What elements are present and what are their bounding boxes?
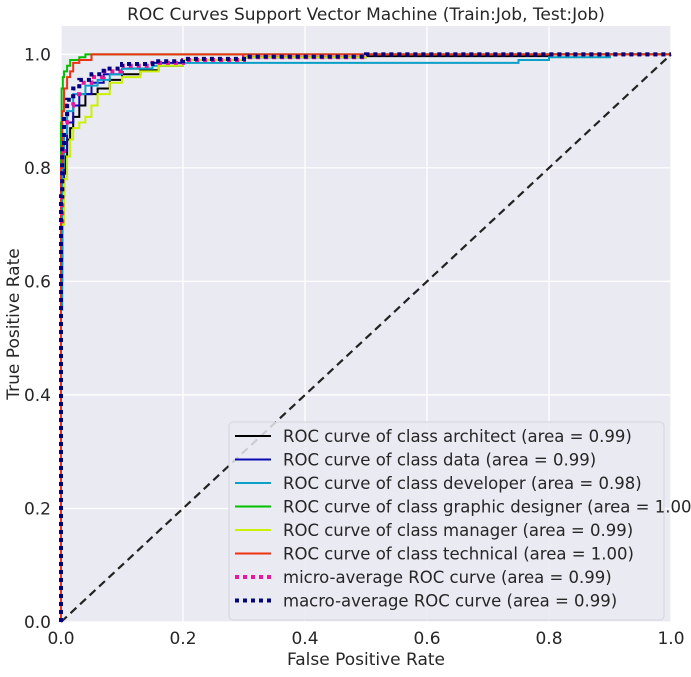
- legend-label: ROC curve of class manager (area = 0.99): [283, 521, 633, 540]
- legend-box: [228, 421, 665, 621]
- x-tick-label: 0.6: [413, 629, 440, 649]
- roc-series-line-3: [60, 53, 671, 622]
- legend-label: ROC curve of class technical (area = 1.0…: [283, 545, 634, 564]
- x-tick-label: 0.8: [535, 629, 562, 649]
- y-tick-label: 1.0: [24, 45, 51, 65]
- y-tick-label: 0.0: [24, 613, 51, 633]
- legend-label: ROC curve of class graphic designer (are…: [283, 498, 691, 517]
- x-axis-ticks: 0.0 0.2 0.4 0.6 0.8 1.0: [47, 629, 684, 649]
- grid-lines: [60, 26, 672, 623]
- y-axis-label: True Positive Rate: [4, 248, 24, 400]
- legend-label: macro-average ROC curve (area = 0.99): [283, 592, 617, 611]
- legend: ROC curve of class architect (area = 0.9…: [228, 421, 691, 621]
- x-tick-label: 0.0: [47, 629, 74, 649]
- y-tick-label: 0.2: [24, 499, 51, 519]
- legend-label: micro-average ROC curve (area = 0.99): [283, 568, 612, 587]
- x-tick-label: 0.2: [169, 629, 196, 649]
- chance-diagonal-line: [60, 53, 672, 623]
- y-tick-label: 0.6: [24, 272, 51, 292]
- legend-label: ROC curve of class data (area = 0.99): [283, 451, 596, 470]
- x-tick-label: 1.0: [657, 629, 684, 649]
- y-axis-ticks: 0.0 0.2 0.4 0.6 0.8 1.0: [24, 45, 51, 633]
- reference-line: [60, 53, 672, 623]
- chart-title: ROC Curves Support Vector Machine (Train…: [127, 5, 605, 25]
- legend-label: ROC curve of class architect (area = 0.9…: [283, 427, 632, 446]
- roc-series: [59, 52, 671, 622]
- roc-series-line-7: [59, 52, 671, 622]
- legend-label: ROC curve of class developer (area = 0.9…: [283, 474, 642, 493]
- x-axis-label: False Positive Rate: [287, 650, 445, 670]
- roc-series-line-5: [60, 53, 671, 622]
- y-tick-label: 0.8: [24, 159, 51, 179]
- x-tick-label: 0.4: [291, 629, 318, 649]
- y-tick-label: 0.4: [24, 386, 51, 406]
